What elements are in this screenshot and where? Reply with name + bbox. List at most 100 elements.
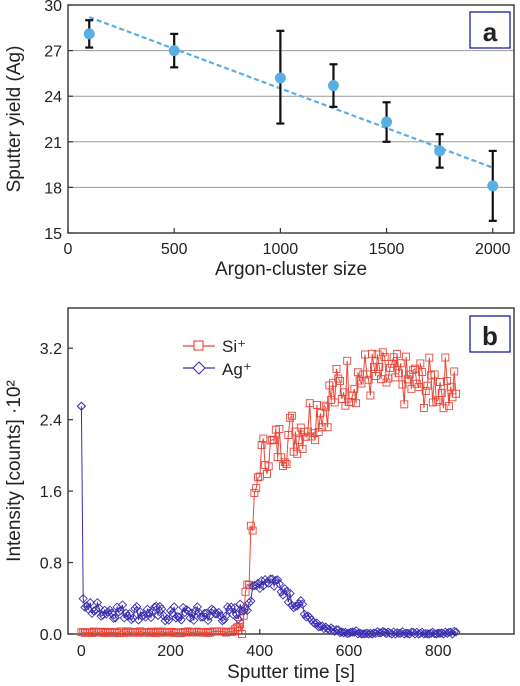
ag-marker (410, 629, 420, 639)
y-tick-label: 21 (44, 135, 62, 152)
si-marker (316, 409, 325, 418)
y-tick-label: 18 (44, 180, 62, 197)
si-marker (237, 630, 246, 638)
si-marker (270, 436, 279, 445)
ag-marker (324, 624, 334, 635)
x-tick-label: 1000 (263, 241, 299, 258)
y-tick-label: 30 (44, 0, 62, 15)
si-marker (339, 388, 348, 397)
ag-marker (85, 598, 95, 608)
ag-marker (142, 604, 153, 614)
ag-marker (115, 605, 126, 616)
ag-marker (385, 628, 395, 638)
ag-marker (337, 627, 347, 637)
si-marker (418, 368, 427, 376)
ag-marker (255, 583, 265, 594)
si-marker (236, 620, 245, 629)
panel-a-grid (68, 50, 514, 188)
panel-b-plot-frame (67, 307, 515, 635)
ag-marker (76, 401, 87, 411)
si-marker (264, 462, 273, 471)
ag-marker (187, 608, 197, 618)
y-tick-label: 3.2 (40, 341, 62, 358)
si-marker (362, 370, 371, 379)
ag-marker (151, 601, 161, 611)
ag-marker (244, 598, 254, 608)
data-point (168, 45, 180, 57)
si-marker (239, 611, 248, 620)
ag-marker (137, 611, 147, 621)
legend-si-marker (193, 340, 204, 351)
si-marker (450, 367, 459, 376)
si-marker (343, 356, 352, 365)
x-tick-label: 600 (336, 643, 363, 660)
ag-marker (246, 596, 256, 606)
ag-marker (239, 606, 249, 616)
ag-marker (331, 625, 342, 635)
ag-marker (292, 601, 302, 611)
ag-marker (228, 609, 238, 620)
ag-marker (94, 603, 104, 613)
fit-line (88, 16, 494, 169)
ag-marker (297, 599, 308, 609)
si-marker (437, 388, 446, 397)
si-marker (409, 366, 418, 374)
si-marker (432, 397, 441, 406)
si-marker (352, 399, 361, 408)
ag-marker (363, 629, 374, 639)
ag-marker (91, 605, 101, 615)
panel-b-y-axis-label: Intensity [counts] ·10² (4, 380, 25, 562)
panel-a-y-ticks: 15 18 21 24 27 30 (44, 0, 73, 243)
ag-marker (249, 580, 260, 591)
x-tick-label: 1500 (369, 241, 405, 258)
panel-b: 0 200 400 600 800 0.00.81.62.43.2 b Si⁺ Ag⁺ … (4, 307, 515, 683)
ag-marker (451, 627, 461, 637)
ag-marker (347, 627, 358, 637)
ag-marker (180, 607, 190, 618)
ag-marker (355, 628, 365, 638)
si-marker (262, 469, 271, 478)
si-marker (323, 423, 332, 432)
si-marker (268, 435, 277, 444)
si-series-line (81, 352, 457, 635)
ag-marker (435, 628, 445, 638)
si-marker (293, 449, 302, 458)
ag-marker (174, 612, 185, 622)
si-marker (382, 378, 391, 387)
si-marker (321, 403, 330, 412)
legend-ag-marker (192, 361, 206, 375)
si-marker (336, 376, 345, 385)
ag-marker (433, 628, 443, 638)
panel-b-x-ticks: 0 200 400 600 800 (77, 629, 452, 660)
si-marker (252, 484, 261, 493)
si-marker (387, 359, 396, 368)
panel-a-label: a (483, 17, 498, 47)
ag-marker (442, 628, 452, 638)
panel-a-x-axis-label: Argon-cluster size (215, 259, 367, 280)
ag-marker (294, 599, 304, 609)
ag-marker (274, 579, 285, 589)
panel-a-y-axis-label: Sputter yield (Ag) (4, 46, 25, 193)
si-marker (380, 353, 389, 361)
ag-marker (214, 607, 224, 618)
data-point (434, 145, 446, 157)
ag-marker (130, 603, 140, 614)
panel-b-label: b (482, 321, 498, 351)
ag-marker (392, 628, 402, 638)
si-marker (375, 363, 384, 372)
si-marker (423, 381, 432, 390)
ag-marker (431, 629, 442, 639)
si-marker (452, 389, 460, 398)
ag-marker (403, 628, 413, 639)
si-marker (446, 382, 455, 391)
ag-marker (438, 629, 449, 639)
ag-marker (256, 576, 267, 586)
ag-marker (82, 601, 92, 611)
si-marker (275, 425, 284, 433)
legend-ag-label: Ag⁺ (222, 360, 252, 379)
si-marker (441, 353, 450, 362)
si-marker (280, 458, 289, 467)
si-marker (320, 401, 328, 410)
si-marker (393, 349, 402, 358)
ag-marker (272, 575, 283, 585)
